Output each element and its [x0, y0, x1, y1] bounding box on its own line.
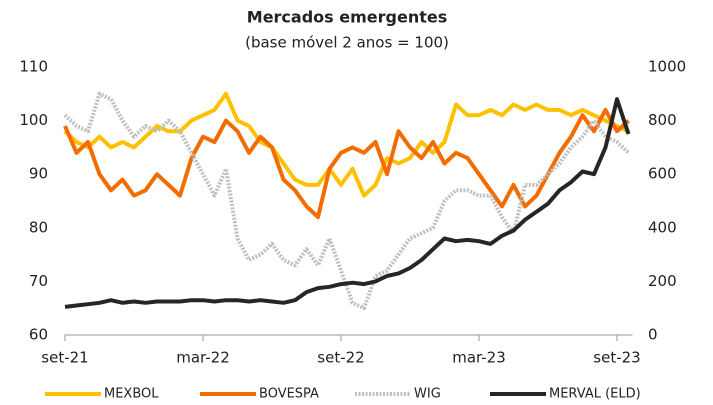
y-tick-label: 110	[19, 58, 48, 76]
x-tick-label: mar-22	[176, 349, 230, 367]
chart-title: Mercados emergentes	[247, 8, 447, 27]
y-tick-label: 60	[29, 326, 48, 344]
legend-label: WIG	[414, 387, 441, 402]
y-tick-label: 100	[19, 111, 48, 129]
legend-label: BOVESPA	[259, 387, 319, 402]
legend-label: MEXBOL	[104, 387, 159, 402]
y2-tick-label: 200	[648, 272, 677, 290]
legend-label: MERVAL (ELD)	[549, 387, 641, 402]
y2-tick-label: 600	[648, 165, 677, 183]
y-tick-label: 90	[29, 165, 48, 183]
series-line	[63, 107, 630, 220]
y-tick-label: 70	[29, 272, 48, 290]
chart-subtitle: (base móvel 2 anos = 100)	[245, 34, 449, 52]
y2-tick-label: 0	[648, 326, 658, 344]
x-tick-label: set-21	[41, 349, 88, 367]
y2-tick-label: 400	[648, 218, 677, 236]
x-tick-label: mar-23	[452, 349, 506, 367]
x-tick-label: set-22	[317, 349, 364, 367]
series-line	[63, 91, 630, 198]
x-tick-label: set-23	[593, 349, 640, 367]
series-line	[64, 97, 631, 309]
y-tick-label: 80	[29, 218, 48, 236]
series-line	[63, 91, 630, 311]
y2-tick-label: 800	[648, 111, 677, 129]
y2-tick-label: 1000	[648, 58, 686, 76]
